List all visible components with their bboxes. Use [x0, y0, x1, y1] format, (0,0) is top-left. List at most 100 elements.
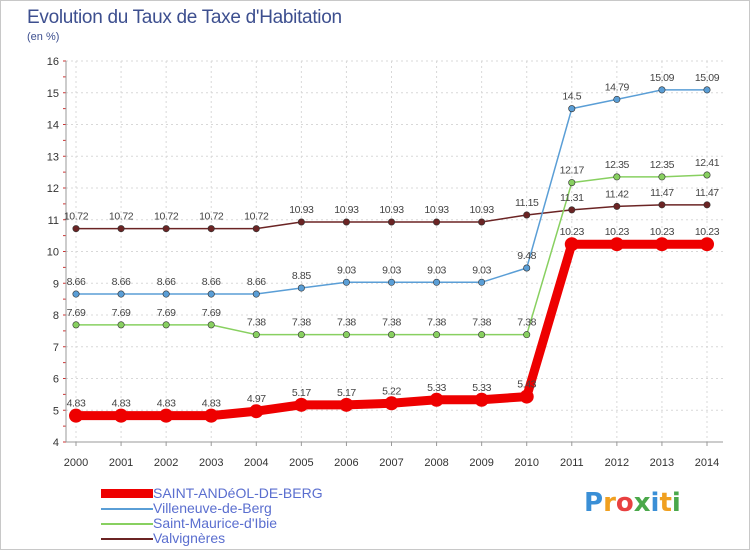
data-label: 12.35 — [605, 159, 630, 171]
data-label: 8.66 — [202, 276, 221, 288]
data-label: 5.22 — [382, 385, 401, 397]
data-label: 8.85 — [292, 270, 311, 282]
data-point — [523, 264, 531, 272]
logo-letter: i — [671, 488, 681, 518]
data-label: 10.23 — [605, 226, 630, 238]
logo-letter: P — [584, 488, 604, 518]
data-point — [658, 201, 666, 209]
data-point — [478, 218, 486, 226]
data-label: 10.93 — [470, 204, 495, 216]
data-label: 11.47 — [650, 187, 674, 199]
data-point — [162, 225, 170, 233]
y-tick-label: 6 — [53, 374, 59, 386]
data-label: 9.03 — [337, 264, 356, 276]
legend-item: Saint-Maurice-d'Ibie — [101, 516, 323, 531]
data-label: 4.83 — [67, 398, 86, 410]
data-label: 8.66 — [157, 276, 176, 288]
data-label: 10.23 — [650, 226, 675, 238]
y-tick-label: 8 — [53, 310, 59, 322]
legend-item: Valvignères — [101, 531, 323, 546]
legend-label: SAINT-ANDéOL-DE-BERG — [153, 485, 323, 501]
data-point — [207, 290, 215, 298]
data-label: 7.69 — [112, 307, 131, 319]
legend-swatch — [101, 508, 153, 510]
x-tick-label: 2014 — [695, 457, 719, 469]
x-tick-label: 2010 — [514, 457, 538, 469]
data-label: 7.38 — [292, 317, 311, 329]
data-point — [700, 237, 714, 252]
data-point — [609, 237, 624, 252]
x-tick-label: 2002 — [154, 457, 178, 469]
legend-item: SAINT-ANDéOL-DE-BERG — [101, 486, 323, 501]
data-point — [162, 290, 170, 298]
data-label: 7.69 — [157, 307, 176, 319]
data-point — [613, 202, 621, 210]
data-label: 5.33 — [472, 382, 491, 394]
data-point — [478, 331, 486, 339]
data-label: 11.31 — [560, 192, 584, 204]
data-point — [342, 218, 350, 226]
data-point — [72, 290, 80, 298]
x-tick-label: 2004 — [244, 457, 268, 469]
logo-letter: r — [603, 488, 616, 518]
plot-area — [66, 61, 723, 442]
data-label: 7.69 — [67, 307, 86, 319]
data-label: 12.35 — [650, 159, 675, 171]
data-point — [564, 237, 579, 252]
legend-swatch — [101, 538, 153, 540]
data-point — [72, 225, 80, 233]
data-point — [204, 408, 219, 423]
data-label: 5.17 — [337, 387, 356, 399]
y-tick-label: 12 — [47, 183, 59, 195]
data-label: 10.72 — [64, 211, 89, 223]
x-tick-label: 2006 — [334, 457, 358, 469]
data-point — [387, 331, 395, 339]
x-tick-label: 2008 — [424, 457, 448, 469]
data-label: 10.23 — [560, 226, 585, 238]
data-point — [523, 331, 531, 339]
y-tick-label: 9 — [53, 278, 59, 290]
y-tick-label: 7 — [53, 342, 59, 354]
data-label: 12.41 — [695, 157, 720, 169]
data-point — [207, 321, 215, 329]
data-label: 4.83 — [202, 398, 221, 410]
data-point — [342, 331, 350, 339]
data-label: 8.66 — [67, 276, 86, 288]
data-label: 5.43 — [517, 379, 536, 391]
y-tick-label: 14 — [47, 120, 59, 132]
data-label: 7.38 — [247, 317, 266, 329]
data-label: 8.66 — [112, 276, 131, 288]
x-tick-label: 2007 — [379, 457, 403, 469]
data-point — [297, 331, 305, 339]
data-point — [339, 397, 354, 412]
data-point — [387, 218, 395, 226]
data-point — [519, 389, 534, 404]
data-point — [478, 278, 486, 286]
proxiti-logo: Proxiti — [584, 488, 681, 518]
data-label: 11.15 — [515, 197, 539, 209]
data-label: 15.09 — [695, 72, 720, 84]
chart-legend: SAINT-ANDéOL-DE-BERG Villeneuve-de-Berg Sa… — [101, 486, 323, 546]
data-point — [72, 321, 80, 329]
data-label: 5.17 — [292, 387, 311, 399]
data-point — [252, 225, 260, 233]
legend-swatch — [101, 523, 153, 525]
data-point — [658, 173, 666, 181]
data-point — [703, 171, 711, 179]
data-point — [114, 408, 129, 423]
data-label: 7.38 — [382, 317, 401, 329]
data-label: 10.72 — [109, 211, 134, 223]
data-label: 9.03 — [472, 264, 491, 276]
legend-item: Villeneuve-de-Berg — [101, 501, 323, 516]
logo-letter: o — [615, 488, 634, 518]
data-point — [703, 86, 711, 94]
data-label: 10.23 — [695, 226, 720, 238]
y-tick-label: 15 — [47, 88, 59, 100]
y-tick-label: 5 — [53, 405, 59, 417]
data-point — [433, 218, 441, 226]
data-label: 11.47 — [695, 187, 719, 199]
data-point — [297, 284, 305, 292]
data-label: 5.33 — [427, 382, 446, 394]
data-point — [654, 237, 669, 252]
